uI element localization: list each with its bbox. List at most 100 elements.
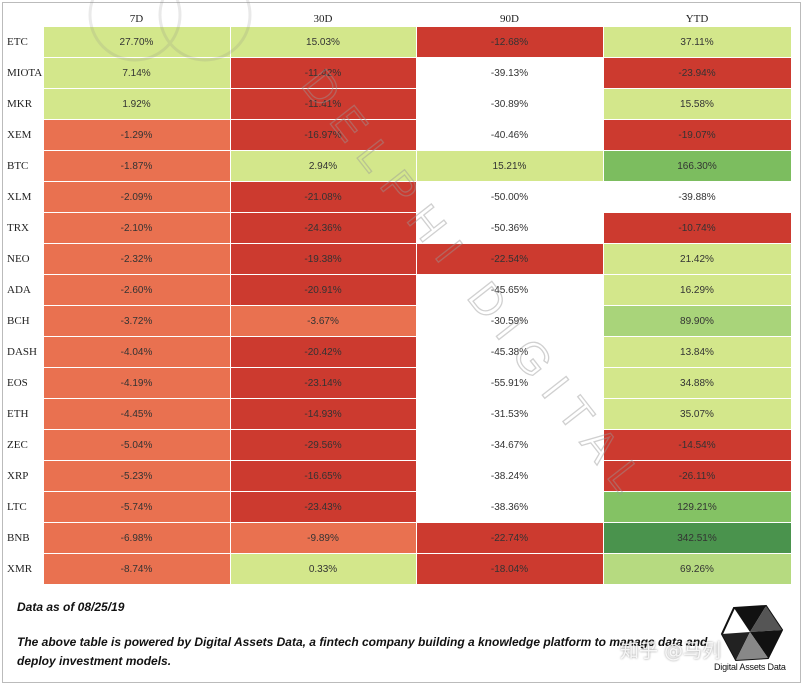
coin-label: ETH (5, 398, 44, 430)
value-cell: -1.87% (43, 150, 231, 182)
coin-label: XEM (5, 119, 44, 151)
value-cell: 129.21% (603, 491, 792, 523)
coin-label: NEO (5, 243, 44, 275)
table-row: ADA -2.60% -20.91% -45.65% 16.29% (5, 274, 792, 306)
table-row: BNB -6.98% -9.89% -22.74% 342.51% (5, 522, 792, 554)
value-cell: 13.84% (603, 336, 792, 368)
notes: Data as of 08/25/19 The above table is p… (17, 598, 717, 671)
value-cell: -38.36% (416, 491, 604, 523)
value-cell: 27.70% (43, 27, 231, 58)
coin-label: ADA (5, 274, 44, 306)
value-cell: 0.33% (230, 553, 417, 585)
value-cell: -2.10% (43, 212, 231, 244)
value-cell: -23.94% (603, 57, 792, 89)
table-row: MKR 1.92% -11.41% -30.89% 15.58% (5, 88, 792, 120)
table-row: XRP -5.23% -16.65% -38.24% -26.11% (5, 460, 792, 492)
value-cell: -31.53% (416, 398, 604, 430)
table-row: BTC -1.87% 2.94% 15.21% 166.30% (5, 150, 792, 182)
value-cell: 2.94% (230, 150, 417, 182)
value-cell: 21.42% (603, 243, 792, 275)
value-cell: -2.32% (43, 243, 231, 275)
value-cell: 69.26% (603, 553, 792, 585)
value-cell: -19.38% (230, 243, 417, 275)
table-row: ZEC -5.04% -29.56% -34.67% -14.54% (5, 429, 792, 461)
value-cell: -45.38% (416, 336, 604, 368)
value-cell: -11.42% (230, 57, 417, 89)
value-cell: 342.51% (603, 522, 792, 554)
zhihu-watermark: 知乎 @马列 (620, 640, 722, 662)
coin-label: BTC (5, 150, 44, 182)
value-cell: -26.11% (603, 460, 792, 492)
value-cell: 35.07% (603, 398, 792, 430)
value-cell: -21.08% (230, 181, 417, 213)
value-cell: -8.74% (43, 553, 231, 585)
table-body: ETC 27.70% 15.03% -12.68% 37.11% MIOTA 7.14% -1… (5, 27, 792, 585)
coin-label: MIOTA (5, 57, 44, 89)
value-cell: -20.42% (230, 336, 417, 368)
value-cell: -55.91% (416, 367, 604, 399)
header-7d: 7D (43, 10, 230, 27)
table-row: XEM -1.29% -16.97% -40.46% -19.07% (5, 119, 792, 151)
value-cell: -1.29% (43, 119, 231, 151)
value-cell: -5.23% (43, 460, 231, 492)
header-90d: 90D (416, 10, 603, 27)
value-cell: -9.89% (230, 522, 417, 554)
value-cell: -23.14% (230, 367, 417, 399)
header-coin (5, 10, 43, 27)
table-row: XMR -8.74% 0.33% -18.04% 69.26% (5, 553, 792, 585)
table-row: BCH -3.72% -3.67% -30.59% 89.90% (5, 305, 792, 337)
value-cell: -23.43% (230, 491, 417, 523)
coin-label: MKR (5, 88, 44, 120)
coin-label: BCH (5, 305, 44, 337)
table-row: ETH -4.45% -14.93% -31.53% 35.07% (5, 398, 792, 430)
value-cell: -16.65% (230, 460, 417, 492)
header-30d: 30D (230, 10, 416, 27)
table-row: LTC -5.74% -23.43% -38.36% 129.21% (5, 491, 792, 523)
value-cell: -6.98% (43, 522, 231, 554)
value-cell: -10.74% (603, 212, 792, 244)
value-cell: -45.65% (416, 274, 604, 306)
value-cell: -39.88% (603, 181, 792, 213)
value-cell: -16.97% (230, 119, 417, 151)
coin-label: XLM (5, 181, 44, 213)
value-cell: -30.89% (416, 88, 604, 120)
value-cell: -5.74% (43, 491, 231, 523)
digital-assets-data-logo-icon (720, 604, 784, 662)
header-row: 7D 30D 90D YTD (5, 10, 791, 27)
coin-label: EOS (5, 367, 44, 399)
coin-label: XMR (5, 553, 44, 585)
performance-table: 7D 30D 90D YTD ETC 27.70% 15.03% -12.68% 37.… (5, 10, 792, 585)
description-note: The above table is powered by Digital As… (17, 635, 708, 668)
value-cell: -4.45% (43, 398, 231, 430)
value-cell: -34.67% (416, 429, 604, 461)
value-cell: -30.59% (416, 305, 604, 337)
value-cell: -5.04% (43, 429, 231, 461)
value-cell: -18.04% (416, 553, 604, 585)
table-row: ETC 27.70% 15.03% -12.68% 37.11% (5, 27, 792, 58)
value-cell: -3.67% (230, 305, 417, 337)
table-row: TRX -2.10% -24.36% -50.36% -10.74% (5, 212, 792, 244)
logo-text: Digital Assets Data (714, 662, 786, 672)
value-cell: -20.91% (230, 274, 417, 306)
value-cell: 1.92% (43, 88, 231, 120)
coin-label: DASH (5, 336, 44, 368)
value-cell: 16.29% (603, 274, 792, 306)
value-cell: -2.09% (43, 181, 231, 213)
value-cell: -29.56% (230, 429, 417, 461)
value-cell: 7.14% (43, 57, 231, 89)
coin-label: XRP (5, 460, 44, 492)
value-cell: -11.41% (230, 88, 417, 120)
value-cell: -4.19% (43, 367, 231, 399)
coin-label: ETC (5, 27, 44, 58)
value-cell: 15.58% (603, 88, 792, 120)
table-row: XLM -2.09% -21.08% -50.00% -39.88% (5, 181, 792, 213)
value-cell: -4.04% (43, 336, 231, 368)
value-cell: -50.36% (416, 212, 604, 244)
value-cell: -2.60% (43, 274, 231, 306)
value-cell: -50.00% (416, 181, 604, 213)
coin-label: TRX (5, 212, 44, 244)
value-cell: -19.07% (603, 119, 792, 151)
value-cell: -22.54% (416, 243, 604, 275)
coin-label: LTC (5, 491, 44, 523)
